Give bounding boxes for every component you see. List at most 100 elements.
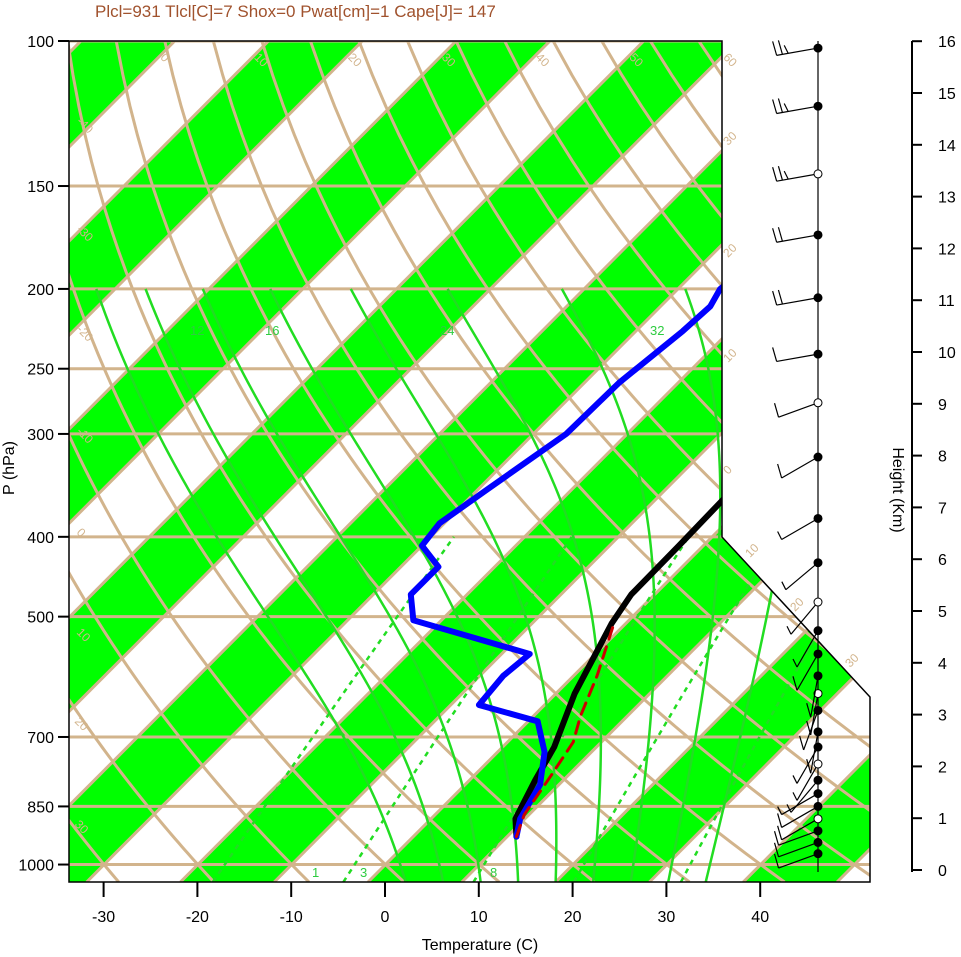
mixing-ratio-label: 1 [312, 865, 319, 880]
dry-adiabat [69, 41, 596, 882]
parcel-line [514, 618, 617, 839]
x-tick-label: 20 [564, 909, 582, 926]
y-tick-label: 400 [27, 530, 54, 547]
isotherm-line [179, 41, 870, 882]
plot-border [68, 40, 871, 883]
dry-adiabat [69, 41, 501, 882]
height-tick-label: 16 [938, 34, 956, 51]
height-tick-label: 4 [938, 656, 947, 673]
wind-barb [792, 626, 823, 668]
dry-adiabat [309, 41, 870, 882]
mixing-ratio-label: 24 [440, 323, 454, 338]
wind-barb [772, 98, 823, 115]
mixing-ratio-label: 32 [650, 323, 664, 338]
height-tick-label: 8 [938, 449, 947, 466]
wind-barb-column [772, 40, 823, 872]
green-band [69, 41, 363, 882]
wind-barb [772, 166, 823, 182]
moist-adiabat [666, 288, 722, 882]
isotherm-line [69, 41, 551, 882]
x-tick-label: -30 [92, 909, 115, 926]
wind-barb [786, 775, 823, 813]
y-axis-title: P (hPa) [1, 441, 18, 495]
height-tick-label: 14 [938, 138, 956, 155]
x-tick-label: 30 [658, 909, 676, 926]
wind-barb [773, 826, 823, 846]
height-tick-label: 10 [938, 345, 956, 362]
adiabat-edge-label: 10 [742, 541, 762, 561]
isotherm-line [69, 41, 458, 882]
wind-barb [806, 727, 823, 774]
dry-adiabat [260, 41, 870, 882]
adiabat-edge-label: 10 [720, 346, 740, 366]
mixing-ratio-label: 8 [490, 865, 497, 880]
moist-adiabat [349, 288, 558, 882]
isotherm-line [69, 41, 645, 882]
mixing-ratio-line [211, 536, 455, 882]
height-tick-label: 1 [938, 811, 947, 828]
isotherm-label: 60 [720, 50, 740, 70]
x-tick-label: 0 [381, 909, 390, 926]
y-tick-label: 1000 [18, 858, 54, 875]
isotherm-line [69, 41, 270, 882]
height-tick-label: 0 [938, 863, 947, 880]
y-tick-label: 200 [27, 282, 54, 299]
mixing-ratio-line [572, 536, 780, 882]
wind-barb [772, 40, 823, 56]
y-axis: 100 150 200 250 300 400 500 700 850 1000 [18, 34, 69, 875]
moist-adiabat [201, 288, 482, 882]
green-band [69, 41, 870, 882]
wind-barb [772, 227, 823, 243]
height-axis-title: Height (Km) [889, 447, 906, 532]
wind-barb [806, 671, 823, 718]
wind-barb [806, 689, 823, 736]
height-tick-label: 6 [938, 552, 947, 569]
adiabat-edge-label: 30 [720, 129, 740, 149]
wind-barb [777, 801, 823, 828]
x-axis: -30 -20 -10 0 10 20 30 40 [92, 882, 769, 926]
wind-barb [773, 398, 823, 418]
chart-title: Plcl=931 Tlcl[C]=7 Shox=0 Pwat[cm]=1 Cap… [95, 2, 496, 21]
height-tick-label: 15 [938, 86, 956, 103]
mixing-ratio-label: 3 [360, 865, 367, 880]
x-tick-label: 10 [470, 909, 488, 926]
dry-adiabat [163, 41, 786, 882]
green-band [69, 41, 738, 882]
wind-barb [786, 597, 823, 635]
height-tick-label: 5 [938, 604, 947, 621]
wind-barb [772, 289, 823, 306]
dry-adiabat [746, 41, 870, 882]
y-tick-label: 150 [27, 179, 54, 196]
x-tick-label: -20 [186, 909, 209, 926]
x-tick-label: -10 [280, 909, 303, 926]
height-tick-label: 9 [938, 397, 947, 414]
mixing-ratio-line [472, 536, 690, 882]
isotherm-line [69, 41, 833, 882]
wind-barb [792, 759, 823, 801]
dry-adiabat-label: 20 [72, 714, 92, 734]
dry-adiabat [69, 41, 215, 882]
y-tick-label: 700 [27, 730, 54, 747]
dry-adiabat [211, 41, 870, 882]
mixing-ratio-label: 12 [190, 323, 204, 338]
y-tick-label: 850 [27, 799, 54, 816]
dry-adiabat [69, 41, 120, 882]
y-tick-label: 250 [27, 362, 54, 379]
green-band [69, 41, 550, 882]
mixing-ratio-line [342, 536, 573, 882]
wind-barb [777, 814, 823, 841]
x-tick-label: 40 [751, 909, 769, 926]
height-tick-label: 2 [938, 759, 947, 776]
height-tick-label: 7 [938, 500, 947, 517]
x-axis-title: Temperature (C) [422, 937, 538, 954]
y-tick-label: 300 [27, 427, 54, 444]
moist-adiabat [95, 288, 407, 882]
adiabat-edge-label: 30 [842, 651, 862, 671]
wind-barb [792, 649, 823, 691]
height-tick-label: 11 [938, 293, 955, 310]
isotherm-line [69, 41, 364, 882]
green-band [180, 41, 870, 882]
height-tick-label: 12 [938, 241, 956, 258]
y-tick-label: 500 [27, 610, 54, 627]
